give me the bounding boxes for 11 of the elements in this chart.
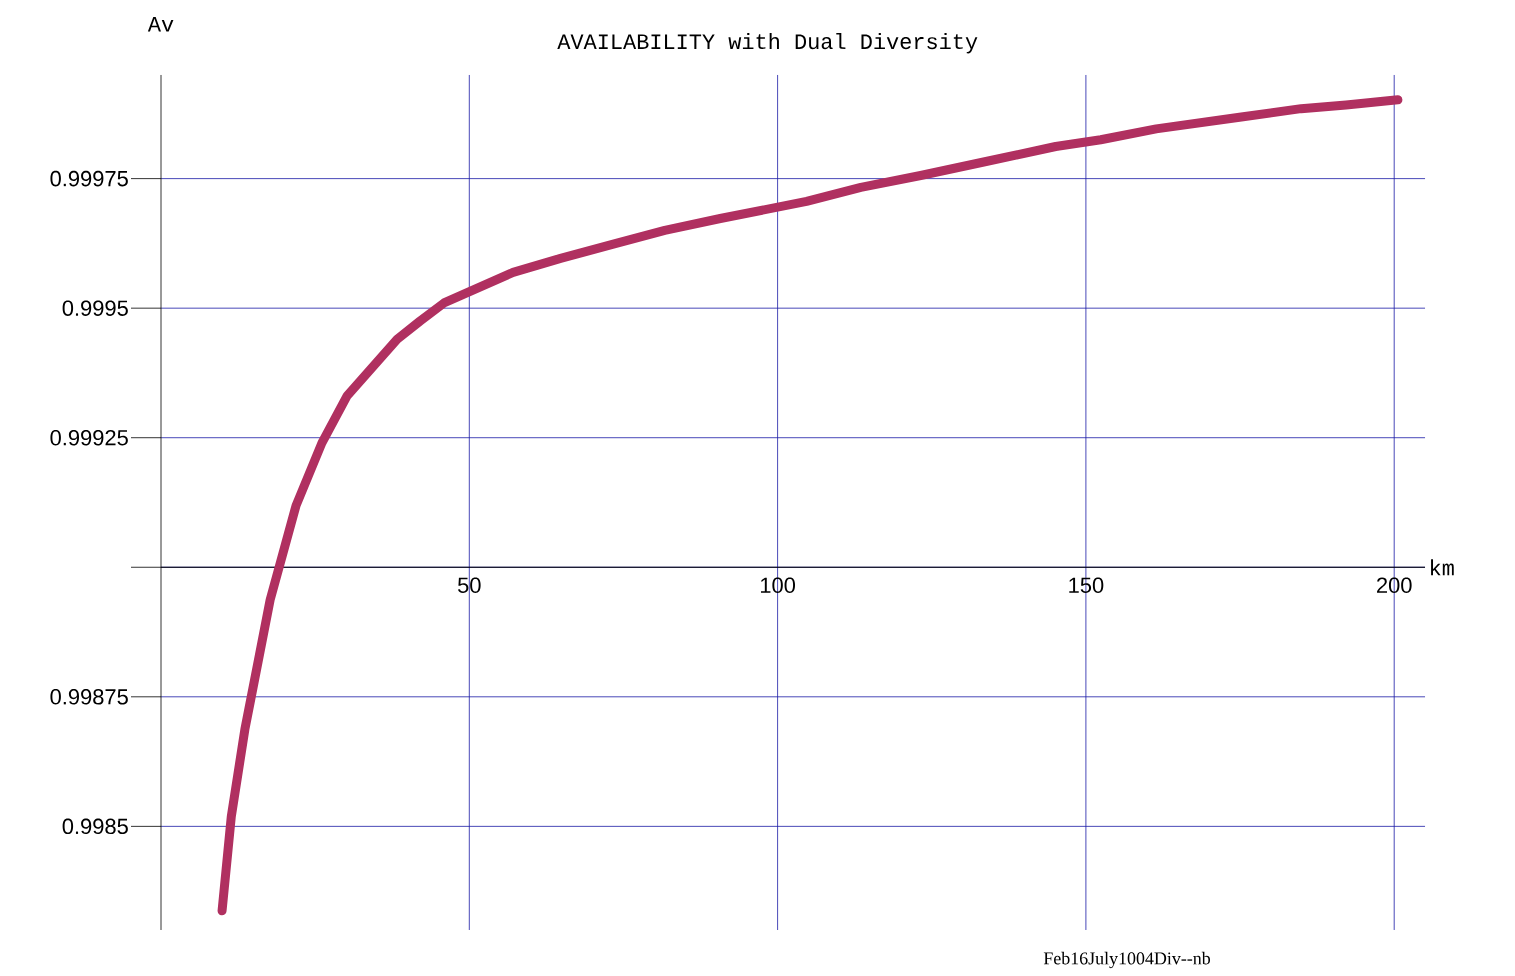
- x-tick-label: 150: [1069, 577, 1104, 593]
- x-tick-label: 200: [1377, 577, 1412, 593]
- y-tick-label: 0.9985: [62, 818, 128, 835]
- x-axis-title: km: [1431, 559, 1454, 576]
- y-axis-title: Av: [147, 17, 174, 32]
- y-tick-label: 0.9995: [62, 300, 128, 316]
- y-tick-label: 0.99925: [50, 429, 128, 446]
- y-tick-label: 0.99875: [50, 689, 128, 705]
- chart-title: AVAILABILITY with Dual Diversity: [557, 33, 978, 54]
- text: Feb16July1004Div--nb: [1043, 951, 1211, 969]
- y-tick-label: 0.99975: [50, 170, 128, 187]
